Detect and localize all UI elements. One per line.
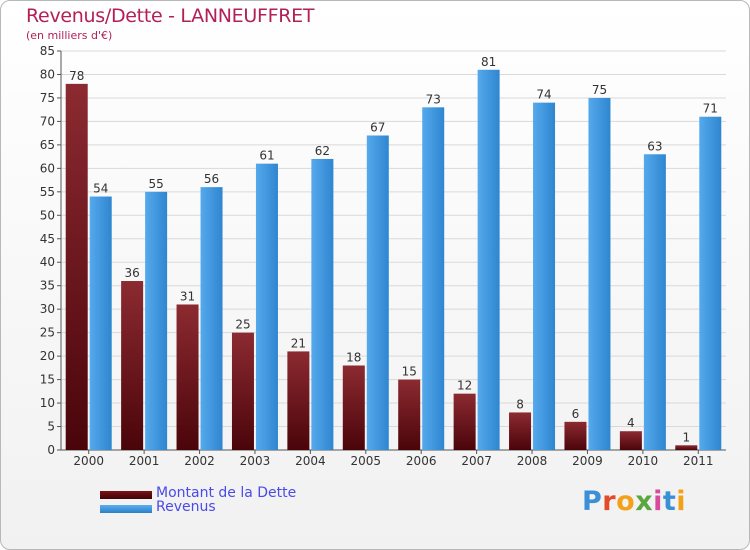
legend-swatch-debt (100, 491, 152, 499)
data-label: 18 (346, 351, 361, 365)
bar-revenus (643, 154, 666, 451)
bar-revenus (422, 107, 445, 451)
y-tick-label: 50 (40, 208, 55, 222)
bar-debt (675, 445, 698, 450)
y-tick-label: 0 (47, 443, 55, 457)
bar-revenus (200, 187, 223, 451)
data-label: 55 (148, 177, 163, 191)
data-label: 36 (124, 266, 139, 280)
axes: 0 5 10 15 20 25 30 35 40 45 50 55 60 65 70 75 80 85 2000 20… (40, 44, 726, 468)
bar-revenus (145, 191, 168, 450)
legend-label-debt: Montant de la Dette (156, 485, 297, 501)
data-label: 74 (536, 88, 551, 102)
data-label: 4 (627, 416, 635, 430)
data-label: 8 (516, 397, 524, 411)
x-tick-label: 2007 (461, 454, 492, 468)
data-label: 15 (402, 365, 417, 379)
y-tick-label: 45 (40, 232, 55, 246)
x-tick-label: 2000 (73, 454, 104, 468)
y-tick-label: 85 (40, 44, 55, 58)
y-tick-label: 75 (40, 91, 55, 105)
bar-revenus (89, 196, 112, 450)
gridlines (61, 50, 726, 428)
proxiti-logo: Proxiti (582, 486, 686, 517)
bar-debt (121, 281, 144, 450)
x-tick-label: 2008 (517, 454, 548, 468)
logo-letter: x (635, 486, 654, 517)
logo-letter: o (616, 486, 636, 517)
logo-letter: i (653, 486, 663, 517)
data-label: 81 (481, 55, 496, 69)
data-label: 75 (592, 83, 607, 97)
legend-label-revenus: Revenus (156, 499, 216, 515)
y-tick-label: 25 (40, 326, 55, 340)
bar-debt (176, 304, 199, 450)
data-label: 54 (93, 182, 108, 196)
y-tick-label: 40 (40, 255, 55, 269)
data-label: 78 (69, 69, 84, 83)
bar-debt (509, 412, 532, 450)
legend-swatch-revenus (100, 505, 152, 513)
data-label: 56 (204, 172, 219, 186)
data-label: 61 (259, 149, 274, 163)
y-tick-label: 10 (40, 396, 55, 410)
x-tick-label: 2002 (184, 454, 215, 468)
bar-debt (564, 421, 587, 450)
data-labels: 78 54 36 55 31 56 25 61 21 62 18 67 15 73 12 81 8 74 6 75 4 6… (69, 55, 718, 445)
bar-revenus (255, 163, 278, 451)
y-tick-label: 20 (40, 349, 55, 363)
bar-revenus (588, 97, 611, 451)
x-tick-label: 2006 (406, 454, 437, 468)
data-label: 21 (291, 336, 306, 350)
logo-letter: P (582, 486, 603, 517)
bar-debt (453, 393, 476, 450)
data-label: 1 (682, 430, 690, 444)
bar-revenus (699, 116, 722, 450)
bar-debt (231, 332, 254, 450)
y-tick-label: 80 (40, 67, 55, 81)
data-label: 71 (703, 102, 718, 116)
y-tick-label: 15 (40, 373, 55, 387)
bars (65, 69, 722, 451)
data-label: 6 (572, 407, 580, 421)
bar-debt (287, 351, 310, 450)
x-tick-label: 2011 (683, 454, 714, 468)
chart-subtitle: (en milliers d'€) (26, 29, 113, 42)
x-tick-label: 2010 (628, 454, 659, 468)
data-label: 63 (647, 139, 662, 153)
x-tick-label: 2004 (295, 454, 326, 468)
bar-debt (398, 379, 421, 450)
y-tick-label: 35 (40, 279, 55, 293)
bar-debt (342, 365, 365, 450)
chart-title: Revenus/Dette - LANNEUFFRET (26, 5, 315, 27)
x-tick-label: 2009 (572, 454, 603, 468)
y-tick-label: 55 (40, 185, 55, 199)
logo-letter: r (602, 486, 617, 517)
bar-revenus (533, 102, 556, 451)
data-label: 62 (315, 144, 330, 158)
data-label: 25 (235, 318, 250, 332)
y-tick-label: 60 (40, 161, 55, 175)
x-tick-label: 2003 (240, 454, 271, 468)
bar-revenus (366, 135, 389, 450)
logo-letter: t (662, 486, 677, 517)
bar-debt (619, 431, 642, 450)
y-tick-label: 30 (40, 302, 55, 316)
logo-letter: i (676, 486, 687, 517)
x-tick-label: 2005 (351, 454, 382, 468)
data-label: 73 (426, 92, 441, 106)
data-label: 31 (180, 289, 195, 303)
y-tick-label: 70 (40, 114, 55, 128)
data-label: 67 (370, 120, 385, 134)
bar-revenus (477, 69, 500, 450)
data-label: 12 (457, 379, 472, 393)
y-tick-label: 5 (47, 420, 55, 434)
bar-debt (65, 83, 88, 450)
y-tick-label: 65 (40, 138, 55, 152)
bar-revenus (311, 158, 334, 450)
x-tick-label: 2001 (129, 454, 160, 468)
